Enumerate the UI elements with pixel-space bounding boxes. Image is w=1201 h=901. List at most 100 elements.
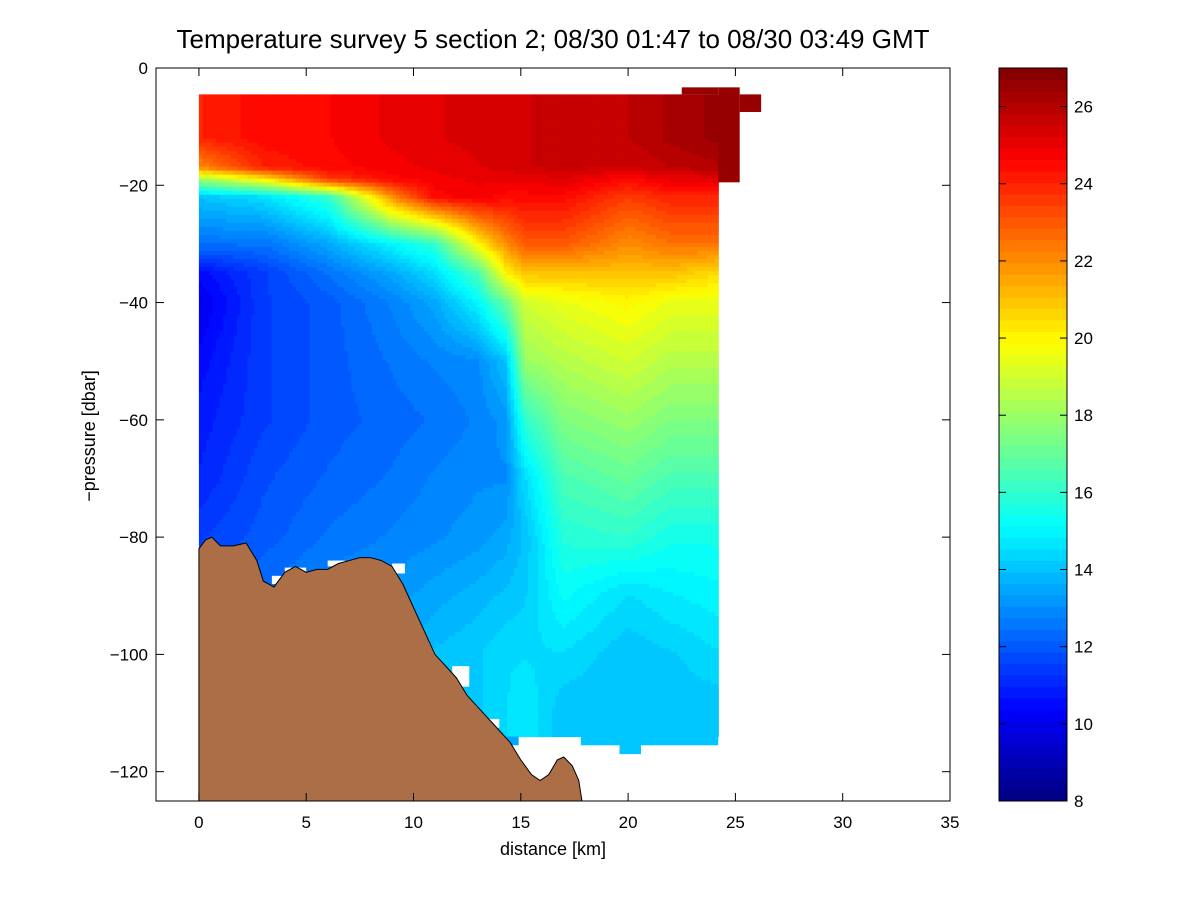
field-cell [264, 266, 269, 272]
field-cell [205, 399, 210, 404]
field-cell [261, 455, 266, 461]
field-cell [209, 206, 214, 212]
field-cell [268, 511, 273, 517]
field-cell [271, 415, 276, 421]
field-cell [247, 307, 252, 312]
field-cell [257, 266, 262, 272]
field-cell [278, 166, 283, 172]
field-cell [278, 343, 283, 348]
field-cell [288, 383, 293, 388]
field-cell [219, 523, 224, 529]
field-cell [209, 230, 214, 236]
field-cell [257, 331, 262, 336]
field-cell [243, 114, 248, 120]
field-cell [254, 363, 259, 368]
field-cell [237, 287, 242, 292]
field-cell [261, 246, 266, 252]
field-cell [299, 499, 304, 505]
field-cell [271, 262, 276, 268]
field-cell [264, 439, 269, 445]
field-cell [212, 519, 217, 525]
field-cell [257, 451, 262, 457]
field-cell [219, 98, 224, 104]
field-cell [250, 210, 255, 216]
field-cell [240, 515, 245, 521]
field-cell [198, 527, 203, 533]
field-cell [250, 266, 255, 272]
field-cell [209, 343, 214, 348]
field-cell [285, 299, 290, 304]
field-cell [261, 543, 266, 549]
field-cell [275, 94, 280, 99]
field-cell [288, 419, 293, 425]
field-cell [198, 283, 203, 288]
field-cell [299, 319, 304, 324]
field-cell [243, 182, 248, 188]
field-cell [233, 202, 238, 208]
field-cell [302, 98, 307, 104]
field-cell [230, 246, 235, 252]
field-cell [268, 295, 273, 300]
field-cell [302, 170, 307, 176]
field-cell [302, 323, 307, 328]
field-cell [285, 186, 290, 192]
field-cell [285, 146, 290, 152]
field-cell [268, 555, 273, 561]
field-cell [302, 519, 307, 525]
field-cell [299, 166, 304, 172]
field-cell [250, 331, 255, 336]
field-cell [257, 222, 262, 228]
field-cell [233, 142, 238, 148]
field-cell [202, 214, 207, 220]
field-cell [212, 234, 217, 240]
field-cell [295, 138, 300, 144]
field-cell [254, 335, 259, 340]
field-cell [295, 363, 300, 368]
field-cell [306, 198, 311, 204]
field-cell [271, 571, 276, 577]
field-cell [219, 351, 224, 356]
field-cell [219, 278, 224, 284]
field-cell [247, 291, 252, 296]
field-cell [212, 347, 217, 352]
field-cell [240, 323, 245, 328]
field-cell [288, 218, 293, 224]
field-cell [302, 339, 307, 344]
field-cell [212, 287, 217, 292]
field-cell [243, 238, 248, 244]
field-cell [243, 142, 248, 148]
field-cell [226, 274, 231, 280]
field-cell [275, 331, 280, 336]
field-cell [226, 451, 231, 457]
field-cell [237, 174, 242, 180]
field-cell [302, 158, 307, 164]
field-cell [202, 106, 207, 112]
field-cell [198, 134, 203, 140]
field-cell [299, 347, 304, 352]
field-cell [216, 423, 221, 429]
field-cell [254, 439, 259, 445]
field-cell [254, 303, 259, 308]
field-cell [219, 150, 224, 156]
field-cell [254, 287, 259, 292]
field-cell [216, 162, 221, 168]
field-cell [299, 242, 304, 248]
field-cell [278, 198, 283, 204]
field-cell [226, 186, 231, 192]
field-cell [271, 455, 276, 461]
field-cell [216, 218, 221, 224]
field-cell [254, 495, 259, 501]
field-cell [278, 483, 283, 489]
field-cell [216, 399, 221, 404]
field-cell [254, 531, 259, 537]
field-cell [254, 315, 259, 320]
field-cell [299, 250, 304, 256]
field-cell [254, 475, 259, 481]
field-cell [282, 287, 287, 292]
field-cell [288, 206, 293, 212]
field-cell [198, 291, 203, 296]
field-cell [198, 295, 203, 300]
field-cell [282, 270, 287, 276]
field-cell [226, 283, 231, 288]
field-cell [202, 411, 207, 417]
